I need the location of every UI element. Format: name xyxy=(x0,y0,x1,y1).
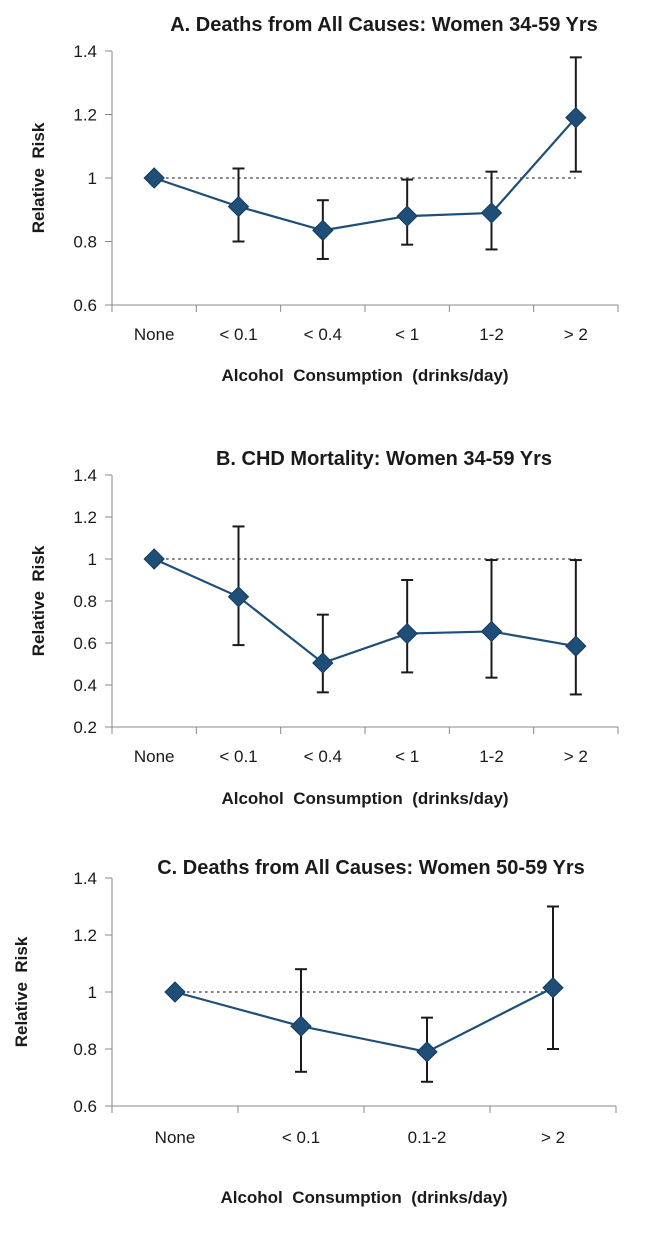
x-tick-label: < 0.1 xyxy=(219,325,257,344)
x-tick-label: > 2 xyxy=(541,1128,565,1147)
y-tick-label: 1.4 xyxy=(73,869,97,888)
data-point-marker xyxy=(164,981,186,1003)
data-point-marker xyxy=(312,219,334,242)
data-point-marker xyxy=(542,977,564,999)
y-tick-label: 1 xyxy=(88,550,97,569)
x-tick-label: 1-2 xyxy=(479,747,504,766)
chart-panel-c: C. Deaths from All Causes: Women 50-59 Y… xyxy=(12,857,617,1207)
x-tick-label: > 2 xyxy=(564,325,588,344)
y-axis-label: Relative Risk xyxy=(29,122,48,233)
data-point-marker xyxy=(312,652,334,674)
x-tick-label: < 1 xyxy=(395,325,419,344)
y-tick-label: 1.4 xyxy=(73,42,97,61)
chart-panel-a: A. Deaths from All Causes: Women 34-59 Y… xyxy=(29,14,619,385)
y-tick-label: 0.6 xyxy=(73,1097,97,1116)
y-tick-label: 0.8 xyxy=(73,1040,97,1059)
x-axis-label: Alcohol Consumption (drinks/day) xyxy=(221,789,508,808)
x-tick-label: < 0.4 xyxy=(304,747,342,766)
x-tick-label: < 0.1 xyxy=(282,1128,320,1147)
y-tick-label: 0.8 xyxy=(73,592,97,611)
data-point-marker xyxy=(416,1041,438,1063)
y-axis-label: Relative Risk xyxy=(29,545,48,656)
chart-title: C. Deaths from All Causes: Women 50-59 Y… xyxy=(157,857,585,879)
x-tick-label: 0.1-2 xyxy=(408,1128,447,1147)
data-point-marker xyxy=(227,195,250,218)
y-tick-label: 0.6 xyxy=(73,634,97,653)
data-point-marker xyxy=(143,167,165,189)
x-tick-label: < 0.1 xyxy=(219,747,257,766)
data-point-marker xyxy=(143,548,165,570)
series-line xyxy=(153,557,577,665)
chart-panel-b: B. CHD Mortality: Women 34-59 Yrs 0.2 0.4 0… xyxy=(29,448,619,808)
x-axis-label: Alcohol Consumption (drinks/day) xyxy=(220,1188,507,1207)
y-tick-label: 0.4 xyxy=(73,676,97,695)
x-tick-label: None xyxy=(155,1128,196,1147)
chart-title: A. Deaths from All Causes: Women 34-59 Y… xyxy=(170,14,598,36)
x-tick-label: None xyxy=(134,325,175,344)
y-tick-label: 1.4 xyxy=(73,466,97,485)
data-point-marker xyxy=(396,205,418,227)
data-point-marker xyxy=(480,202,503,224)
x-tick-label: < 1 xyxy=(395,747,419,766)
x-tick-label: > 2 xyxy=(564,747,588,766)
chart-title: B. CHD Mortality: Women 34-59 Yrs xyxy=(216,448,552,470)
data-point-marker xyxy=(227,586,250,608)
data-point-marker xyxy=(565,635,587,657)
y-tick-label: 1 xyxy=(88,169,97,188)
y-tick-label: 1.2 xyxy=(73,508,97,527)
y-tick-label: 0.6 xyxy=(73,296,97,315)
data-point-marker xyxy=(565,106,587,129)
data-point-marker xyxy=(290,1015,312,1037)
x-tick-label: None xyxy=(134,747,175,766)
y-tick-label: 1.2 xyxy=(73,926,97,945)
y-tick-label: 1.2 xyxy=(73,106,97,125)
y-axis-label: Relative Risk xyxy=(12,936,31,1047)
x-axis-label: Alcohol Consumption (drinks/day) xyxy=(221,366,508,385)
y-tick-label: 0.8 xyxy=(73,233,97,252)
series-line xyxy=(153,116,577,232)
data-point-marker xyxy=(396,622,418,645)
y-tick-label: 1 xyxy=(88,983,97,1002)
x-tick-label: < 0.4 xyxy=(304,325,342,344)
x-tick-label: 1-2 xyxy=(479,325,504,344)
series-line xyxy=(174,986,554,1054)
y-tick-label: 0.2 xyxy=(73,718,97,737)
data-point-marker xyxy=(480,620,503,643)
